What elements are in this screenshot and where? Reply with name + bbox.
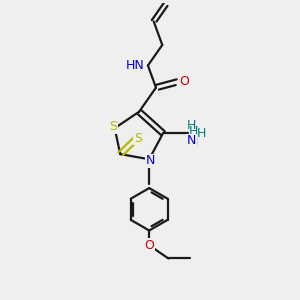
Text: N: N <box>189 136 199 149</box>
Text: N: N <box>146 154 155 167</box>
Text: H: H <box>189 125 199 138</box>
Text: S: S <box>134 132 142 145</box>
Text: HN: HN <box>126 59 144 72</box>
Text: O: O <box>144 239 154 252</box>
Text: O: O <box>179 75 189 88</box>
Text: N: N <box>187 134 196 147</box>
Text: H: H <box>197 127 206 140</box>
Text: S: S <box>109 120 117 133</box>
Text: H: H <box>187 119 196 132</box>
